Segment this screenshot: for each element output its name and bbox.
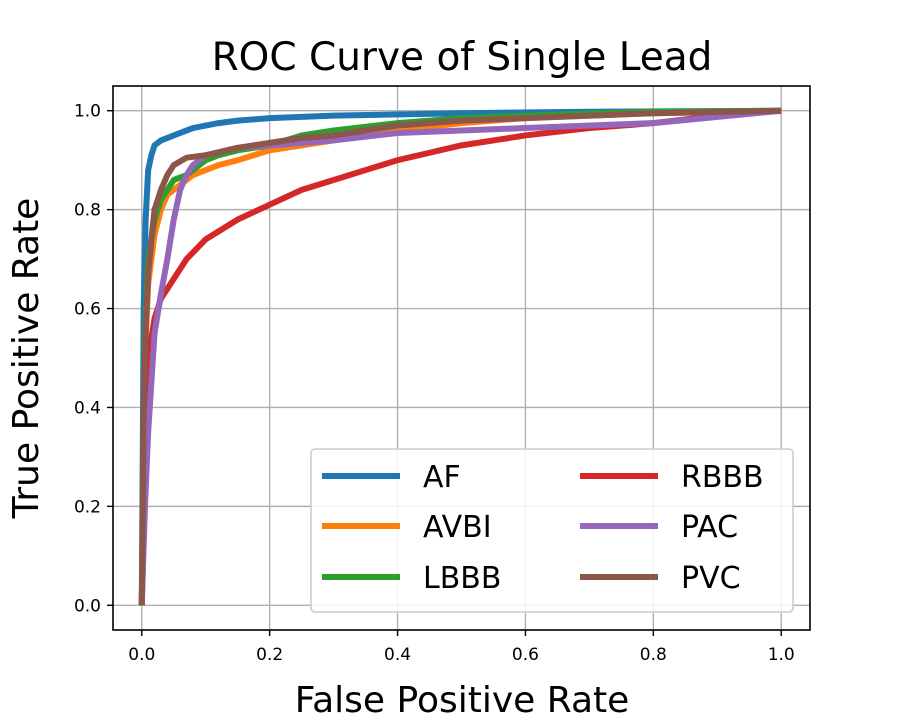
chart-title: ROC Curve of Single Lead: [212, 35, 713, 80]
y-tick-label: 0.0: [74, 596, 101, 616]
x-axis-ticks: 0.0 0.2 0.4 0.6 0.8 1.0: [128, 630, 795, 665]
legend-frame: [310, 448, 794, 613]
legend-label-pac: PAC: [681, 510, 738, 545]
legend-label-rbbb: RBBB: [681, 460, 764, 495]
series-line-pvc: [138, 107, 782, 606]
y-tick-label: 0.2: [74, 497, 101, 517]
x-axis-label: False Positive Rate: [295, 680, 630, 720]
legend-label-avbi: AVBI: [423, 510, 492, 545]
legend-label-pvc: PVC: [681, 561, 741, 596]
legend-label-af: AF: [423, 460, 461, 495]
legend-label-lbbb: LBBB: [423, 561, 501, 596]
y-axis-ticks: 0.0 0.2 0.4 0.6 0.8 1.0: [74, 102, 113, 616]
y-axis-label: True Positive Rate: [6, 198, 47, 520]
y-tick-label: 0.6: [74, 300, 101, 320]
y-tick-label: 1.0: [74, 102, 101, 122]
x-tick-label: 1.0: [768, 645, 795, 665]
x-tick-label: 0.2: [256, 645, 283, 665]
grid: [113, 86, 810, 630]
legend: AF AVBI LBBB RBBB PAC PVC: [310, 448, 794, 613]
series-lines: [138, 107, 782, 606]
x-tick-label: 0.4: [384, 645, 411, 665]
x-tick-label: 0.8: [640, 645, 667, 665]
y-tick-label: 0.8: [74, 201, 101, 221]
y-tick-label: 0.4: [74, 398, 101, 418]
axes-frame: [112, 85, 811, 631]
series-line-af: [138, 107, 782, 606]
x-tick-label: 0.6: [512, 645, 539, 665]
x-tick-label: 0.0: [128, 645, 155, 665]
series-line-pac: [138, 107, 782, 606]
